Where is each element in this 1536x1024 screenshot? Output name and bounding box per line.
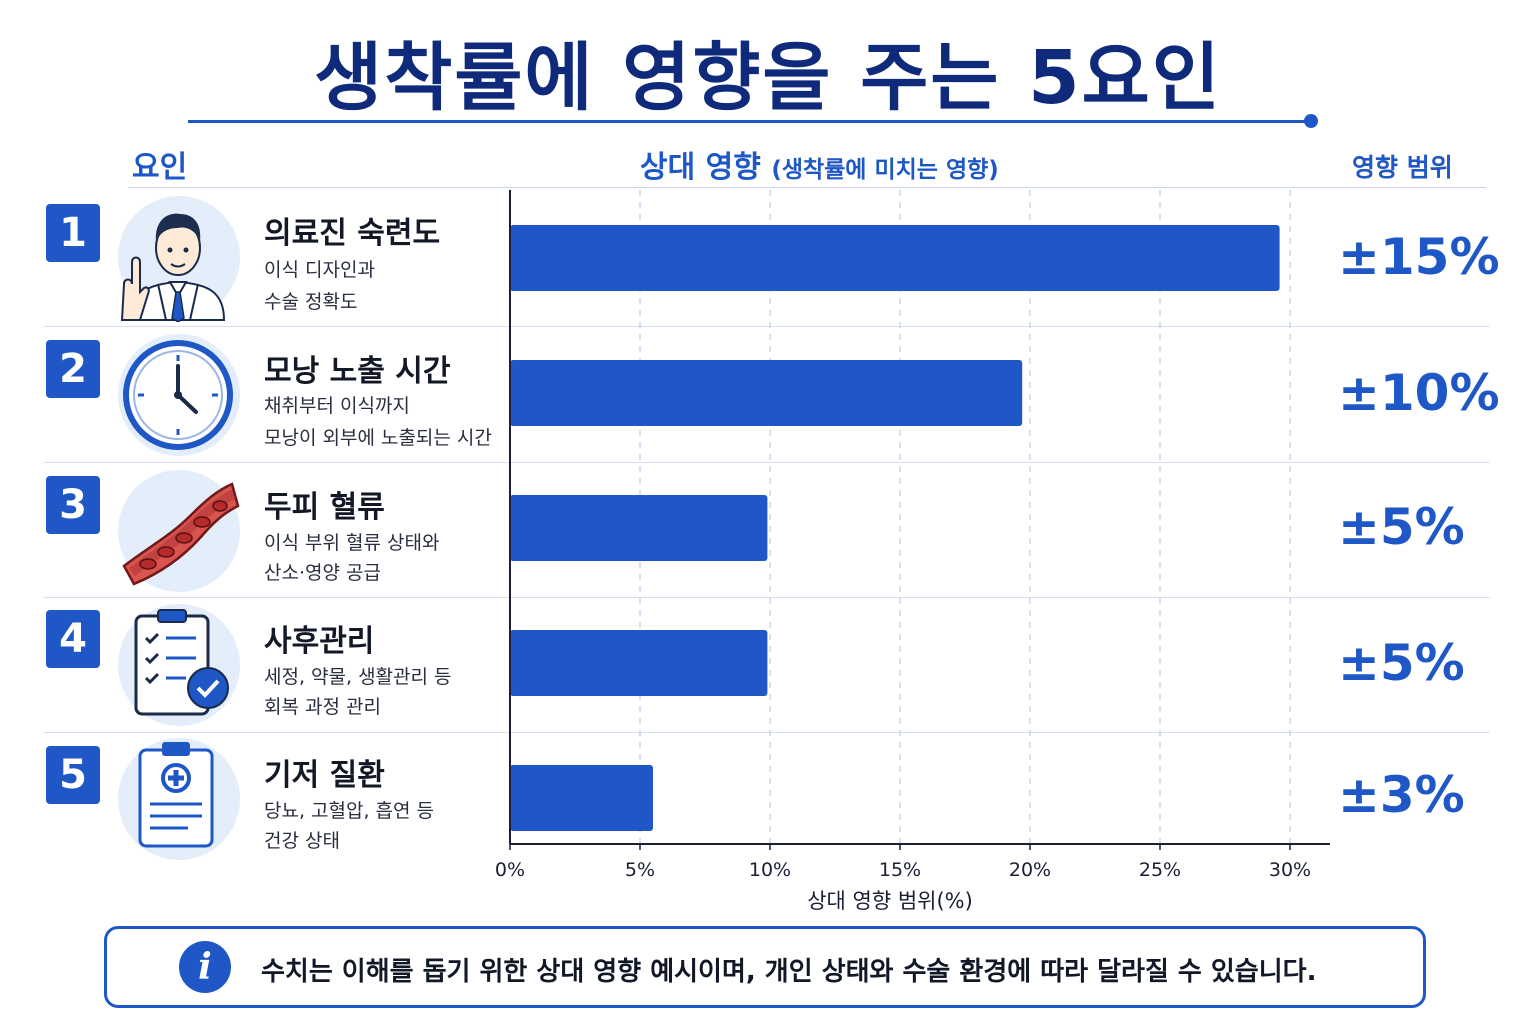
header-divider bbox=[128, 187, 1486, 188]
x-tick-label: 15% bbox=[879, 859, 921, 881]
x-tick-label: 0% bbox=[495, 859, 525, 881]
impact-bar-chart: 0% 5% 10% 15% 20% 25% 30% 상대 영향 범위(%) bbox=[495, 190, 1330, 913]
factor-desc-line: 당뇨, 고혈압, 흡연 등 bbox=[264, 800, 435, 822]
row-divider bbox=[44, 732, 1490, 733]
row-divider bbox=[44, 597, 1490, 598]
clock-icon bbox=[123, 340, 233, 450]
factor-desc-line: 수술 정확도 bbox=[264, 291, 358, 313]
factor-desc-line: 세정, 약물, 생활관리 등 bbox=[264, 666, 452, 688]
impact-range-value: ±15% bbox=[1338, 228, 1500, 286]
row-divider bbox=[44, 462, 1490, 463]
header-impact-label: 상대 영향 bbox=[640, 150, 761, 185]
x-tick-label: 5% bbox=[625, 859, 655, 881]
medical-clipboard-icon bbox=[138, 742, 214, 848]
factor-title: 기저 질환 bbox=[264, 758, 385, 793]
factor-number: 5 bbox=[46, 746, 100, 804]
bar-1 bbox=[510, 225, 1280, 291]
factor-desc-line: 회복 과정 관리 bbox=[264, 696, 381, 718]
info-icon: i bbox=[179, 941, 231, 993]
factor-desc-line: 건강 상태 bbox=[264, 830, 340, 852]
bar-4 bbox=[510, 630, 768, 696]
factor-title: 사후관리 bbox=[264, 624, 375, 659]
factor-number: 1 bbox=[46, 204, 100, 262]
checklist-icon bbox=[134, 609, 229, 716]
doctor-icon bbox=[120, 213, 226, 322]
bar-2 bbox=[510, 360, 1023, 426]
header-impact-sub: (생착률에 미치는 영향) bbox=[771, 157, 999, 183]
x-axis-title: 상대 영향 범위(%) bbox=[807, 889, 973, 913]
x-tick-label: 30% bbox=[1269, 859, 1311, 881]
impact-range-value: ±5% bbox=[1338, 498, 1465, 556]
factor-title: 모낭 노출 시간 bbox=[264, 354, 451, 389]
header-factor: 요인 bbox=[132, 150, 188, 185]
header-impact: 상대 영향 (생착률에 미치는 영향) bbox=[640, 142, 999, 186]
title-divider bbox=[188, 120, 1310, 123]
disclaimer-text: 수치는 이해를 돕기 위한 상대 영향 예시이며, 개인 상태와 수술 환경에 … bbox=[261, 957, 1317, 987]
page-title: 생착률에 영향을 주는 5요인 bbox=[314, 35, 1222, 121]
factor-desc-line: 모낭이 외부에 노출되는 시간 bbox=[264, 427, 492, 449]
row-divider bbox=[44, 326, 1490, 327]
factor-title: 두피 혈류 bbox=[264, 490, 385, 525]
bar-3 bbox=[510, 495, 768, 561]
factor-desc-line: 이식 디자인과 bbox=[264, 259, 375, 281]
factor-number: 2 bbox=[46, 340, 100, 398]
x-tick-label: 10% bbox=[749, 859, 791, 881]
impact-range-value: ±10% bbox=[1338, 364, 1500, 422]
factor-title: 의료진 숙련도 bbox=[264, 216, 441, 251]
impact-range-value: ±5% bbox=[1338, 634, 1465, 692]
x-tick-label: 25% bbox=[1139, 859, 1181, 881]
title-divider-dot bbox=[1304, 114, 1318, 128]
disclaimer-box: i 수치는 이해를 돕기 위한 상대 영향 예시이며, 개인 상태와 수술 환경… bbox=[104, 926, 1426, 1008]
bar-5 bbox=[510, 765, 653, 831]
x-tick-label: 20% bbox=[1009, 859, 1051, 881]
impact-range-value: ±3% bbox=[1338, 766, 1465, 824]
factor-desc-line: 이식 부위 혈류 상태와 bbox=[264, 532, 440, 554]
factor-desc-line: 채취부터 이식까지 bbox=[264, 395, 410, 417]
blood-vessel-icon bbox=[122, 482, 240, 586]
factor-number: 3 bbox=[46, 476, 100, 534]
factor-desc-line: 산소·영양 공급 bbox=[264, 562, 381, 584]
header-range: 영향 범위 bbox=[1352, 153, 1453, 182]
factor-number: 4 bbox=[46, 610, 100, 668]
